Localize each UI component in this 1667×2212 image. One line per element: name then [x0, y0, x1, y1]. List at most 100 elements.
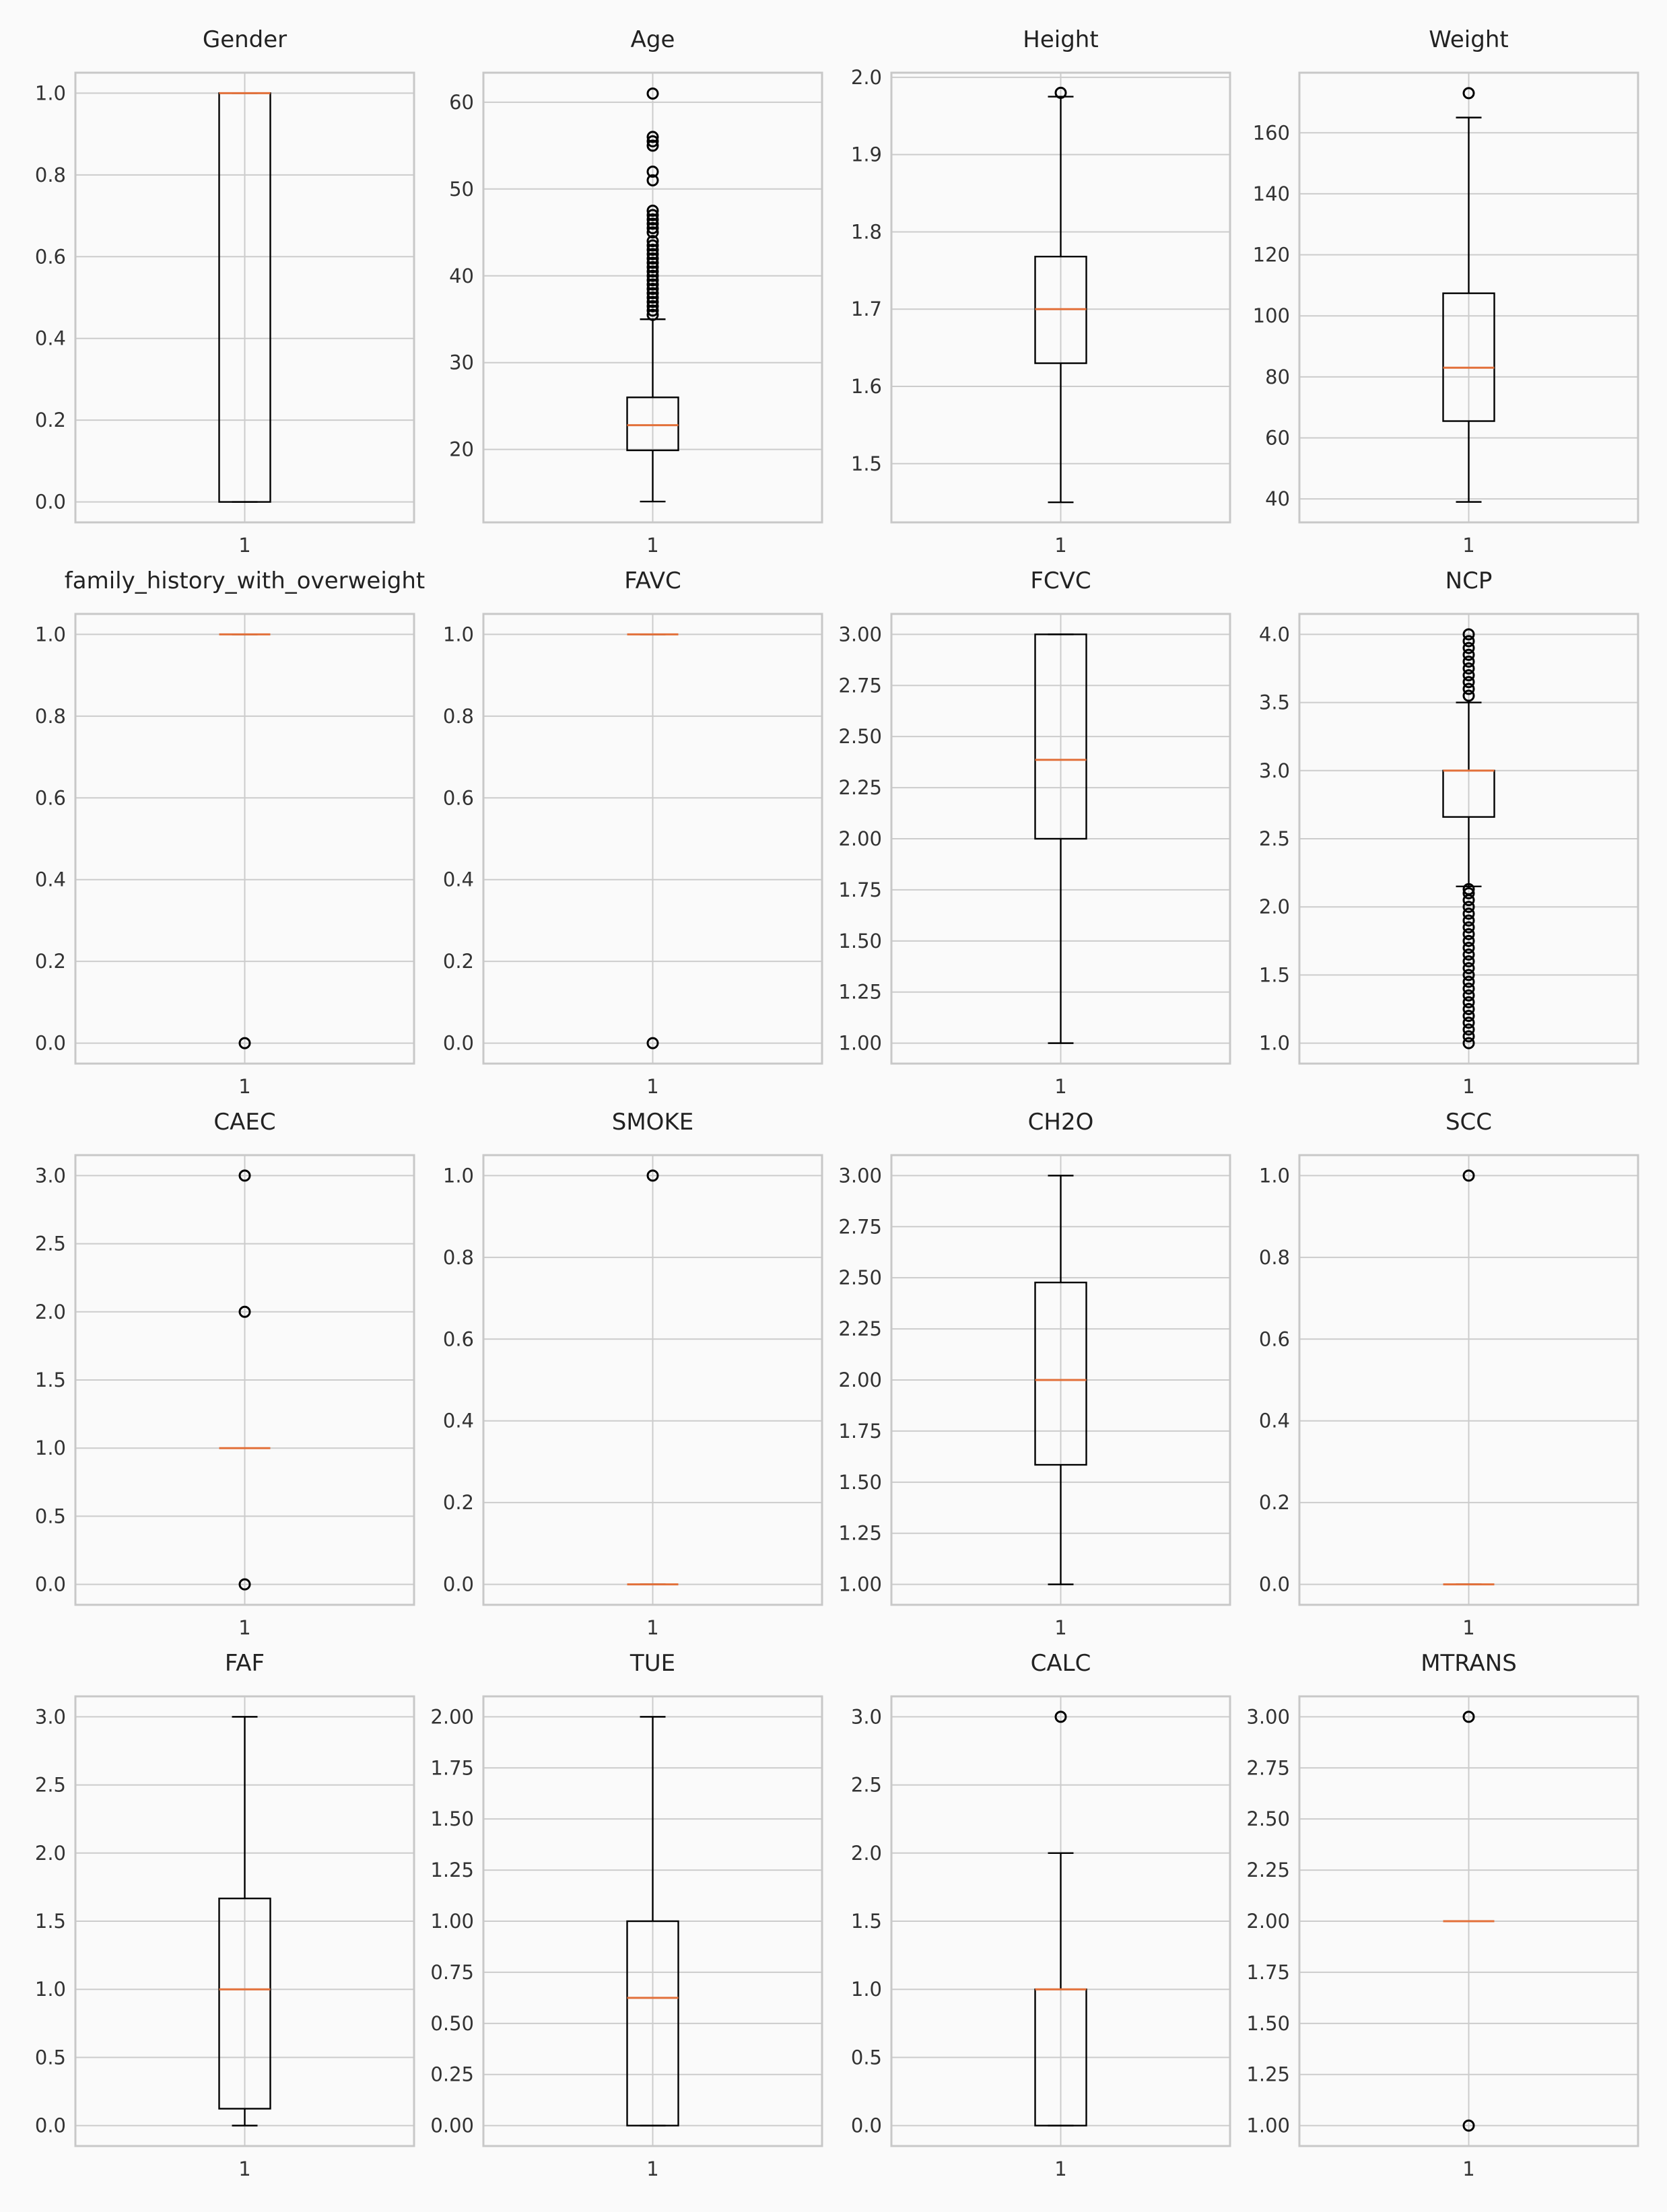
- y-tick-label: 120: [1253, 244, 1290, 267]
- y-tick-label: 0.6: [1259, 1327, 1290, 1350]
- y-tick-label: 1.75: [1246, 1961, 1290, 1984]
- subplot-favc: 0.0 0.2 0.4 0.6 0.8 1.0 FAVC 1: [443, 567, 823, 1098]
- outlier-point: [1462, 635, 1475, 648]
- x-tick-label: 1: [646, 1616, 658, 1639]
- x-tick-label: 1: [1054, 1616, 1066, 1639]
- y-tick-label: 2.50: [1246, 1807, 1290, 1830]
- y-tick-label: 1.5: [1259, 963, 1290, 986]
- outlier-point: [1054, 1710, 1067, 1723]
- axes-frame: [482, 71, 823, 524]
- y-tick-label: 2.5: [35, 1233, 66, 1255]
- outlier-point: [1462, 883, 1475, 895]
- outlier-point: [646, 278, 659, 291]
- axes-frame: [74, 613, 415, 1065]
- outlier-point: [646, 283, 659, 296]
- outlier-point: [646, 205, 659, 217]
- outlier-point: [646, 239, 659, 252]
- y-tick-label: 1.25: [838, 1522, 882, 1545]
- outlier-point: [1462, 901, 1475, 913]
- axes-frame: [890, 1154, 1231, 1606]
- y-tick-label: 3.00: [1246, 1705, 1290, 1728]
- outlier-point: [646, 291, 659, 304]
- y-tick-label: 160: [1253, 121, 1290, 144]
- y-tick-label: 1.25: [838, 981, 882, 1004]
- outlier-point: [646, 274, 659, 287]
- outlier-point: [1462, 689, 1475, 702]
- y-tick-label: 2.50: [838, 1266, 882, 1289]
- y-tick-label: 3.0: [35, 1164, 66, 1187]
- outlier-point: [1462, 914, 1475, 927]
- y-tick-label: 4.0: [1259, 623, 1290, 646]
- axes-frame: [1298, 71, 1639, 524]
- iqr-box: [218, 1897, 271, 2110]
- outlier-point: [1462, 87, 1475, 100]
- outlier-point: [1462, 962, 1475, 975]
- subplot-title: FAVC: [624, 567, 681, 594]
- outlier-point: [1462, 1010, 1475, 1023]
- subplot-ch2o: 1.00 1.25 1.50 1.75 2.00 2.25 2.50 2.75 3.00 CH2O…: [838, 1109, 1231, 1639]
- y-tick-label: 40: [449, 265, 474, 287]
- outlier-point: [646, 287, 659, 300]
- iqr-box: [1442, 292, 1495, 422]
- outlier-point: [646, 87, 659, 100]
- x-tick-label: 1: [1462, 1075, 1474, 1098]
- y-tick-label: 0.6: [35, 786, 66, 809]
- outlier-point: [1462, 662, 1475, 675]
- outlier-point: [646, 248, 659, 261]
- x-tick-label: 1: [646, 2157, 658, 2180]
- subplot-faf: 0.0 0.5 1.0 1.5 2.0 2.5 3.0 FAF 1: [35, 1650, 415, 2180]
- x-tick-label: 1: [238, 2157, 250, 2180]
- axes-frame: [74, 71, 415, 524]
- y-tick-label: 2.75: [838, 674, 882, 697]
- y-tick-label: 2.00: [838, 827, 882, 850]
- iqr-box: [626, 396, 679, 452]
- outlier-point: [1462, 648, 1475, 661]
- axes-frame: [890, 1695, 1231, 2147]
- outlier-point: [1462, 955, 1475, 968]
- outlier-point: [1462, 989, 1475, 1002]
- y-tick-label: 0.50: [430, 2012, 474, 2035]
- axes-frame: [1298, 613, 1639, 1065]
- y-tick-label: 1.75: [430, 1756, 474, 1779]
- subplot-scc: 0.0 0.2 0.4 0.6 0.8 1.0 SCC 1: [1259, 1109, 1639, 1639]
- outlier-point: [1462, 642, 1475, 654]
- x-tick-label: 1: [646, 534, 658, 557]
- y-tick-label: 0.0: [35, 1573, 66, 1596]
- outlier-point: [646, 221, 659, 234]
- outlier-point: [1462, 996, 1475, 1008]
- outlier-point: [1462, 1016, 1475, 1029]
- outlier-point: [1462, 655, 1475, 668]
- y-tick-label: 2.00: [838, 1369, 882, 1391]
- y-tick-label: 0.4: [1259, 1410, 1290, 1432]
- y-tick-label: 80: [1265, 366, 1290, 388]
- y-tick-label: 1.50: [1246, 2012, 1290, 2035]
- y-tick-label: 0.6: [443, 1327, 474, 1350]
- subplot-ncp: 1.0 1.5 2.0 2.5 3.0 3.5 4.0 NCP 1: [1259, 567, 1639, 1098]
- y-tick-label: 0.8: [443, 705, 474, 728]
- outlier-point: [646, 304, 659, 317]
- y-tick-label: 1.50: [838, 1471, 882, 1494]
- subplot-title: MTRANS: [1421, 1650, 1517, 1677]
- x-tick-label: 1: [1462, 534, 1474, 557]
- y-tick-label: 1.50: [430, 1807, 474, 1830]
- subplot-fcvc: 1.00 1.25 1.50 1.75 2.00 2.25 2.50 2.75 3.00 FCVC…: [838, 567, 1231, 1098]
- y-tick-label: 1.0: [443, 623, 474, 646]
- y-tick-label: 2.0: [851, 1842, 882, 1865]
- y-tick-label: 3.00: [838, 1164, 882, 1187]
- outlier-point: [646, 131, 659, 143]
- subplot-title: FCVC: [1030, 567, 1091, 594]
- outlier-point: [238, 1578, 251, 1591]
- y-tick-label: 2.0: [35, 1842, 66, 1865]
- y-tick-label: 1.00: [430, 1910, 474, 1933]
- outlier-point: [1462, 1169, 1475, 1182]
- subplot-smoke: 0.0 0.2 0.4 0.6 0.8 1.0 SMOKE 1: [443, 1109, 823, 1639]
- y-tick-label: 1.50: [838, 930, 882, 953]
- subplot-weight: 40 60 80 100 120 140 160 Weight 1: [1253, 26, 1639, 557]
- y-tick-label: 1.0: [35, 623, 66, 646]
- outlier-point: [646, 166, 659, 178]
- outlier-point: [238, 1169, 251, 1182]
- axes-frame: [890, 71, 1231, 524]
- y-tick-label: 2.25: [838, 1317, 882, 1340]
- y-tick-label: 1.5: [35, 1910, 66, 1933]
- outlier-point: [1462, 928, 1475, 940]
